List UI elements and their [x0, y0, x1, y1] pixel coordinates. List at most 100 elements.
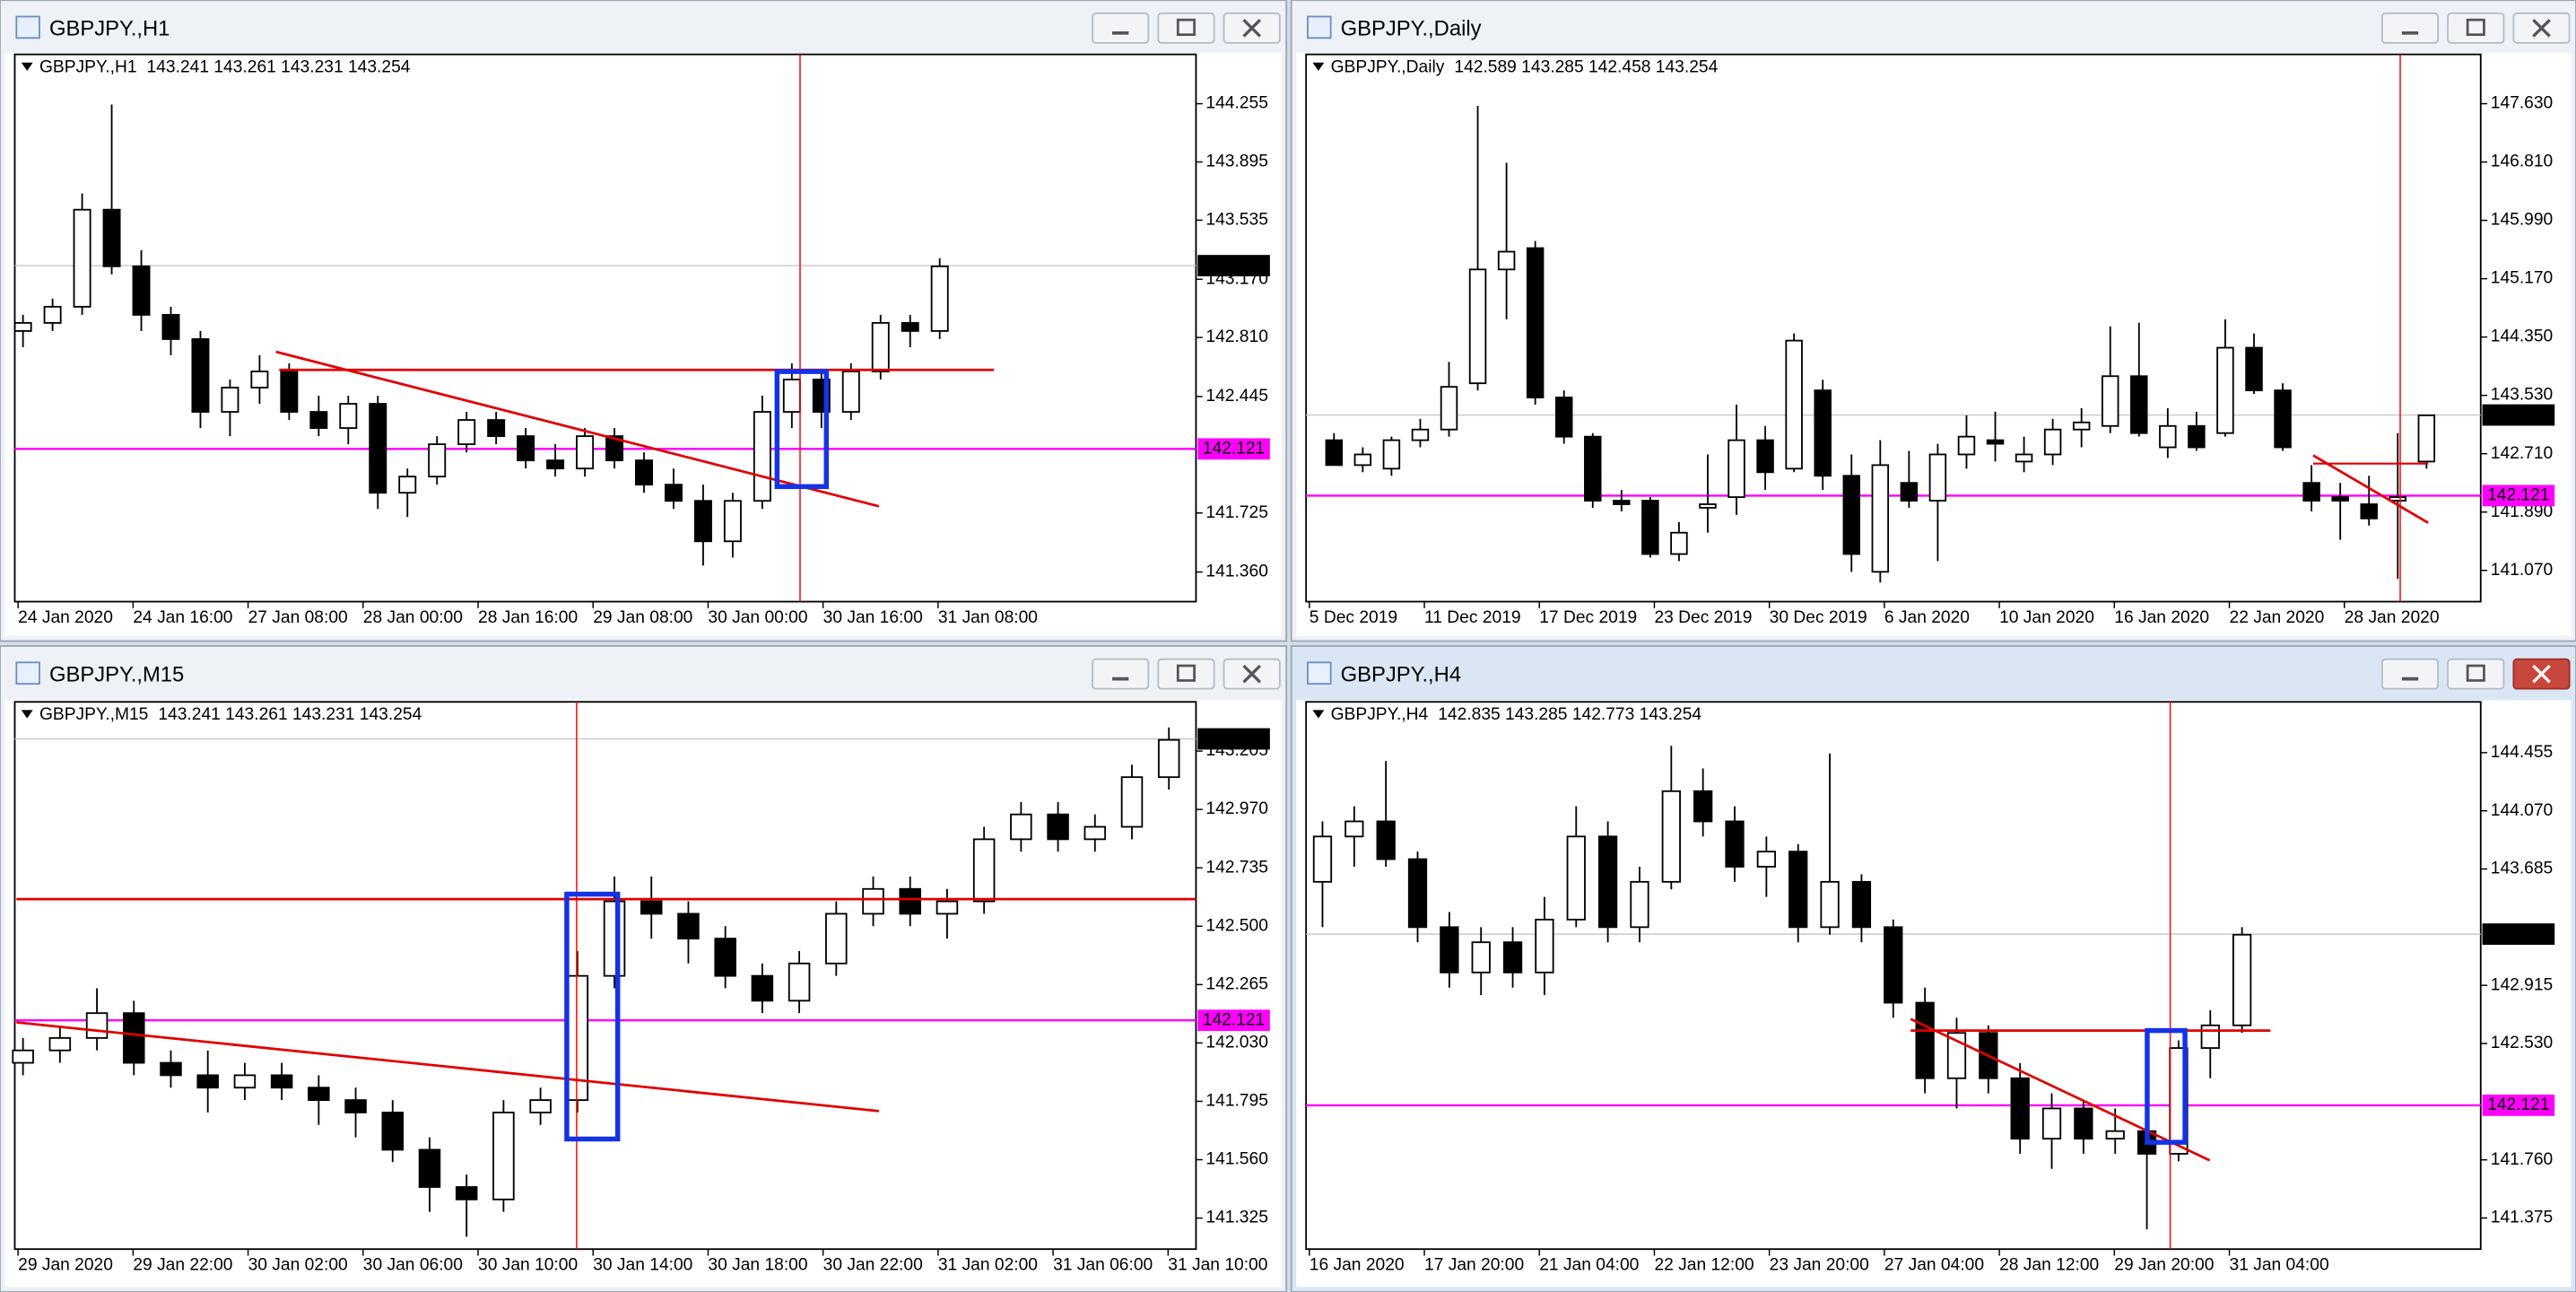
- y-tick-label: 141.070: [2491, 561, 2553, 580]
- x-tick-label: 30 Jan 22:00: [823, 1256, 923, 1275]
- level-label: 142.121: [2487, 1096, 2549, 1114]
- y-tick-label: 142.735: [1205, 858, 1267, 877]
- candle-body: [1820, 880, 1840, 929]
- candle-body: [1756, 439, 1774, 474]
- quote: 142.835 143.285 142.773 143.254: [1438, 705, 1701, 724]
- candle-body: [677, 912, 700, 940]
- y-tick-label: 143.535: [1205, 210, 1267, 229]
- quote: 142.589 143.285 142.458 143.254: [1454, 57, 1718, 76]
- candle-body: [1120, 776, 1144, 828]
- candle-body: [1554, 397, 1573, 438]
- y-tick-label: 141.325: [1205, 1209, 1267, 1227]
- button-glyph: [1242, 664, 1262, 684]
- current-price-label: 143.254: [2487, 406, 2550, 424]
- highlight-box: [564, 891, 621, 1142]
- y-tick-label: 141.375: [2491, 1209, 2553, 1227]
- level-label: 142.121: [1203, 439, 1265, 458]
- candle-body: [2102, 375, 2119, 427]
- y-tick-label: 144.455: [2491, 743, 2553, 762]
- button-glyph: [2532, 664, 2551, 684]
- window-icon: [15, 661, 40, 685]
- x-tick-label: 17 Jan 20:00: [1424, 1256, 1524, 1275]
- x-tick-label: 28 Jan 00:00: [363, 608, 463, 627]
- button-glyph: [2532, 18, 2551, 38]
- button-glyph: [1176, 18, 1196, 37]
- window-icon: [1307, 661, 1332, 685]
- candle-body: [1497, 250, 1516, 271]
- minimize-button[interactable]: [2380, 12, 2440, 44]
- candle-body: [605, 435, 624, 462]
- highlight-box: [2145, 1027, 2188, 1145]
- candle-body: [1502, 941, 1523, 973]
- x-tick-label: 24 Jan 16:00: [133, 608, 232, 627]
- level-label: 142.121: [2487, 485, 2549, 504]
- y-tick-label: 143.530: [2491, 386, 2553, 405]
- plot-area: [1305, 53, 2482, 603]
- y-tick-label: 142.810: [1205, 327, 1267, 346]
- restore-button[interactable]: [2447, 12, 2505, 44]
- candle-body: [102, 208, 121, 267]
- candle-body: [339, 403, 358, 430]
- chart-header: GBPJPY.,H4 142.835 143.285 142.773 143.25…: [1331, 705, 1702, 724]
- candle-body: [381, 1112, 405, 1151]
- candle-body: [1814, 389, 1832, 477]
- x-tick-label: 28 Jan 12:00: [1999, 1256, 2099, 1275]
- candle-body: [1725, 820, 1745, 868]
- candle-body: [2010, 1077, 2030, 1140]
- candle-body: [132, 265, 151, 316]
- candle-body: [1411, 428, 1430, 441]
- restore-button[interactable]: [1157, 12, 1215, 44]
- candle-body: [221, 387, 239, 413]
- candle-body: [1312, 835, 1333, 883]
- candle-body: [1693, 790, 1713, 823]
- minimize-button[interactable]: [1092, 12, 1150, 44]
- candle-body: [2015, 453, 2033, 463]
- candle-body: [1641, 500, 1659, 555]
- candle-body: [1900, 482, 1919, 502]
- candle-body: [1915, 1001, 1935, 1079]
- x-tick-label: 30 Dec 2019: [1770, 608, 1867, 627]
- candle-body: [1353, 453, 1372, 467]
- candle-body: [2245, 346, 2263, 392]
- x-tick-label: 31 Jan 06:00: [1053, 1256, 1153, 1275]
- dropdown-arrow: [21, 62, 33, 71]
- x-tick-label: 30 Jan 16:00: [823, 608, 923, 627]
- candle-body: [1785, 339, 1803, 470]
- candle-body: [1788, 851, 1808, 929]
- x-tick-label: 31 Jan 08:00: [938, 608, 1038, 627]
- x-tick-label: 28 Jan 2020: [2345, 608, 2440, 627]
- candle-body: [1382, 439, 1401, 470]
- window-title: GBPJPY.,M15: [49, 662, 184, 686]
- candle-body: [2159, 424, 2177, 449]
- candle-body: [2331, 496, 2349, 502]
- minimize-button[interactable]: [2380, 658, 2440, 690]
- current-price-box: [2482, 923, 2555, 946]
- restore-button[interactable]: [1157, 658, 1215, 690]
- candle-body: [398, 476, 417, 494]
- y-tick-label: 141.890: [2491, 502, 2553, 521]
- plot-area: [13, 53, 1197, 603]
- candle-body: [782, 379, 801, 413]
- candle-body: [280, 371, 299, 413]
- candle-body: [2274, 389, 2292, 449]
- candle-body: [457, 419, 476, 446]
- candle-body: [723, 500, 742, 543]
- window-title: GBPJPY.,H4: [1341, 662, 1461, 686]
- candle-body: [250, 371, 269, 388]
- x-tick-label: 5 Dec 2019: [1310, 608, 1397, 627]
- candle-body: [825, 912, 848, 965]
- y-tick-label: 143.685: [2491, 860, 2553, 878]
- chart-header: GBPJPY.,Daily 142.589 143.285 142.458 143…: [1331, 57, 1719, 76]
- x-tick-label: 23 Jan 20:00: [1770, 1256, 1869, 1275]
- x-tick-label: 29 Jan 22:00: [133, 1256, 232, 1275]
- current-price-box: [2482, 404, 2555, 426]
- restore-button[interactable]: [2447, 658, 2505, 690]
- x-tick-label: 30 Jan 14:00: [593, 1256, 692, 1275]
- candle-body: [1471, 941, 1491, 973]
- minimize-button[interactable]: [1092, 658, 1150, 690]
- x-tick-label: 27 Jan 08:00: [248, 608, 348, 627]
- button-glyph: [1176, 664, 1196, 682]
- candle-body: [123, 1012, 145, 1064]
- candle-body: [369, 403, 387, 494]
